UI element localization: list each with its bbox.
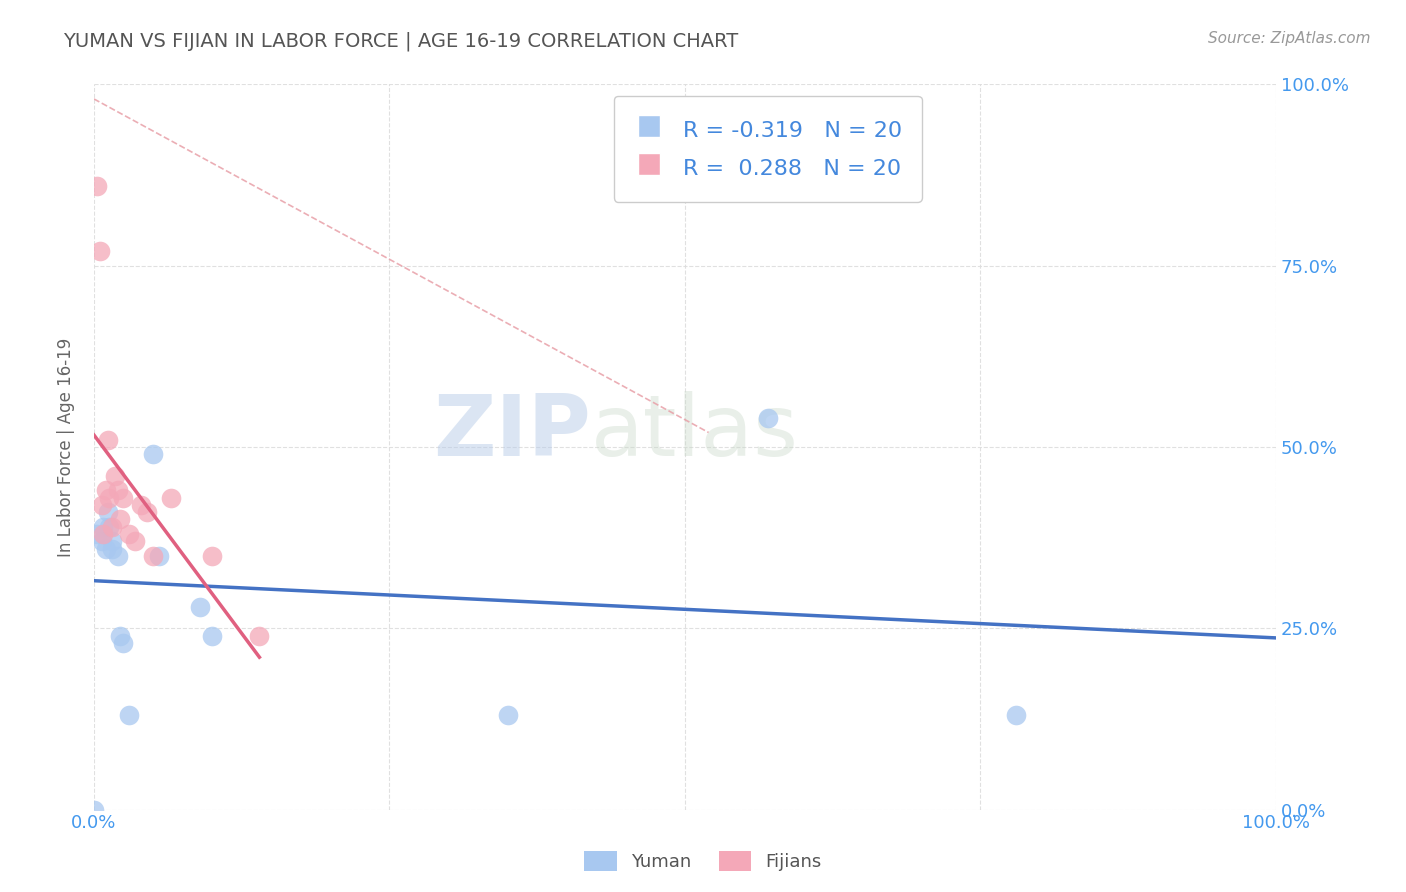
Point bbox=[91, 498, 114, 512]
Point bbox=[107, 483, 129, 498]
Point bbox=[148, 549, 170, 563]
Point bbox=[188, 599, 211, 614]
Point bbox=[756, 411, 779, 425]
Point bbox=[201, 628, 224, 642]
Point bbox=[118, 708, 141, 723]
Point bbox=[107, 549, 129, 563]
Point bbox=[100, 541, 122, 556]
Point bbox=[86, 527, 108, 541]
Point bbox=[98, 520, 121, 534]
Point bbox=[91, 534, 114, 549]
Point bbox=[112, 636, 135, 650]
Point bbox=[94, 483, 117, 498]
Text: Source: ZipAtlas.com: Source: ZipAtlas.com bbox=[1208, 31, 1371, 46]
Point bbox=[100, 534, 122, 549]
Point bbox=[124, 534, 146, 549]
Point bbox=[104, 469, 127, 483]
Point bbox=[93, 520, 115, 534]
Text: ZIP: ZIP bbox=[433, 391, 591, 474]
Legend: Yuman, Fijians: Yuman, Fijians bbox=[576, 844, 830, 879]
Point bbox=[159, 491, 181, 505]
Point bbox=[97, 505, 120, 519]
Text: atlas: atlas bbox=[591, 391, 799, 474]
Point bbox=[108, 628, 131, 642]
Point bbox=[89, 244, 111, 259]
Text: YUMAN VS FIJIAN IN LABOR FORCE | AGE 16-19 CORRELATION CHART: YUMAN VS FIJIAN IN LABOR FORCE | AGE 16-… bbox=[63, 31, 738, 51]
Point bbox=[108, 512, 131, 526]
Point bbox=[142, 447, 165, 461]
Point bbox=[118, 527, 141, 541]
Point bbox=[496, 708, 519, 723]
Point bbox=[112, 491, 135, 505]
Point bbox=[97, 433, 120, 447]
Point bbox=[100, 520, 122, 534]
Point bbox=[94, 541, 117, 556]
Point bbox=[86, 178, 108, 193]
Point bbox=[98, 491, 121, 505]
Legend: R = -0.319   N = 20, R =  0.288   N = 20: R = -0.319 N = 20, R = 0.288 N = 20 bbox=[613, 95, 922, 202]
Point bbox=[142, 549, 165, 563]
Point bbox=[83, 803, 105, 817]
Point bbox=[93, 527, 115, 541]
Y-axis label: In Labor Force | Age 16-19: In Labor Force | Age 16-19 bbox=[58, 337, 75, 557]
Point bbox=[129, 498, 152, 512]
Point bbox=[249, 628, 271, 642]
Point bbox=[136, 505, 159, 519]
Point bbox=[1005, 708, 1028, 723]
Point bbox=[201, 549, 224, 563]
